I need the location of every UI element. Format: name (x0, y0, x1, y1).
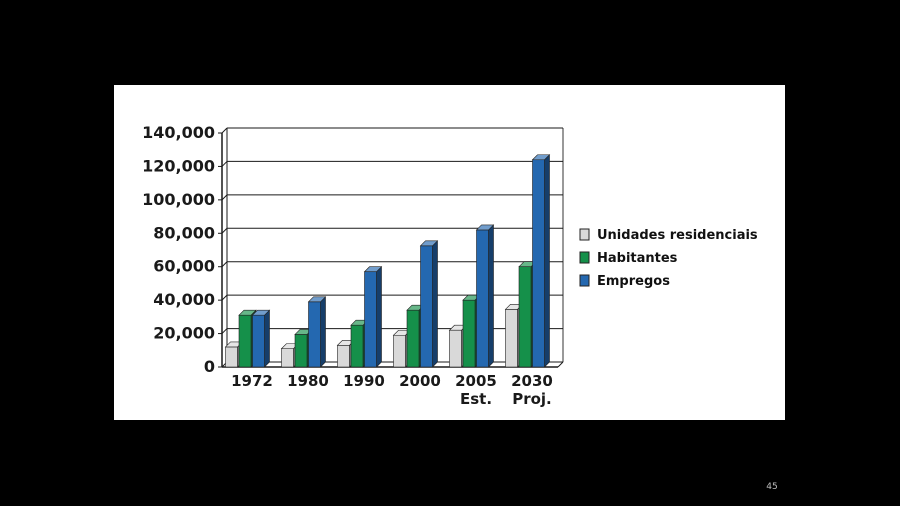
bar (449, 329, 462, 368)
gridline-depth (221, 161, 228, 167)
gridline-depth (221, 261, 228, 268)
y-tick-label: 20,000 (153, 324, 215, 343)
gridline-depth (221, 328, 228, 334)
legend-swatch (579, 274, 590, 287)
bar (532, 159, 545, 368)
bar-side (544, 154, 550, 368)
bar (462, 299, 476, 368)
y-tick-label: 120,000 (142, 156, 215, 175)
x-tick-label: Proj. (512, 390, 552, 408)
x-axis-depth (557, 361, 564, 368)
gridline-depth (221, 227, 228, 234)
y-tick-label: 0 (204, 357, 215, 376)
bar-side (376, 266, 382, 368)
x-tick-label: Est. (460, 390, 492, 408)
bar-top (531, 154, 551, 161)
bar (252, 314, 265, 368)
bar-top (475, 224, 495, 231)
legend-swatch (579, 251, 590, 264)
bar-side (264, 309, 270, 368)
x-tick-label: 1990 (343, 372, 385, 390)
bar-top (251, 309, 271, 316)
x-tick-label: 1972 (231, 372, 273, 390)
y-tick-label: 100,000 (142, 190, 215, 209)
bar-top (419, 240, 439, 247)
slide-canvas: 0 20,000 40,000 60,000 80,000 100,000 120,000 1… (114, 85, 785, 420)
bar-top (363, 266, 383, 273)
y-tick-label: 140,000 (142, 123, 215, 142)
gridline-depth (221, 194, 228, 201)
bar (393, 334, 406, 368)
bar-top (307, 296, 327, 303)
legend-swatch (579, 228, 590, 241)
gridline-depth (221, 294, 228, 301)
x-tick-label: 1980 (287, 372, 329, 390)
bar (281, 348, 294, 368)
bar (505, 309, 518, 368)
bar-side (432, 240, 438, 368)
x-tick-label: 2000 (399, 372, 441, 390)
legend-label: Habitantes (597, 251, 678, 266)
bar (364, 271, 377, 368)
bar (350, 324, 364, 368)
gridline-depth (221, 127, 228, 134)
page-number: 45 (766, 482, 778, 492)
bar (308, 301, 321, 368)
y-tick-label: 40,000 (153, 290, 215, 309)
bar (294, 334, 308, 368)
bar-top (238, 309, 257, 316)
legend-label: Unidades residenciais (597, 228, 758, 243)
bar-chart: 0 20,000 40,000 60,000 80,000 100,000 120,000 1… (142, 123, 758, 408)
bar-side (488, 224, 494, 368)
y-tick-label: 60,000 (153, 257, 215, 276)
bar-side (320, 296, 326, 368)
bar (337, 344, 350, 368)
bar (406, 309, 420, 368)
legend-label: Empregos (597, 274, 670, 289)
bar (476, 229, 489, 368)
bar (238, 314, 252, 368)
bar (518, 266, 532, 368)
bar (225, 346, 238, 368)
bar (420, 245, 433, 368)
x-tick-label: 2030 (511, 372, 553, 390)
y-tick-label: 80,000 (153, 223, 215, 242)
x-tick-label: 2005 (455, 372, 497, 390)
